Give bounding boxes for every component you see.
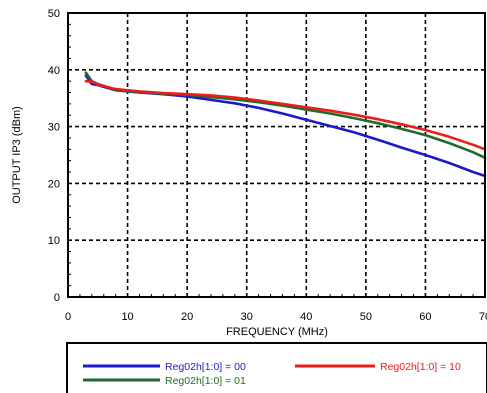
x-tick-label: 30 xyxy=(241,311,253,323)
x-axis-label: FREQUENCY (MHz) xyxy=(226,326,328,338)
x-tick-label: 10 xyxy=(121,311,133,323)
series-lines xyxy=(84,71,487,178)
legend-box xyxy=(66,342,487,393)
y-tick-label: 20 xyxy=(48,178,60,190)
legend: Reg02h[1:0] = 00 Reg02h[1:0] = 01 Reg02h[1… xyxy=(83,361,461,387)
y-tick-label: 50 xyxy=(48,8,60,20)
legend-label-1: Reg02h[1:0] = 01 xyxy=(165,375,246,387)
y-tick-label: 30 xyxy=(48,122,60,134)
y-tick-label: 10 xyxy=(48,235,60,247)
y-tick-label: 40 xyxy=(48,65,60,77)
legend-label-0: Reg02h[1:0] = 00 xyxy=(165,361,246,373)
y-tick-label: 0 xyxy=(54,292,60,304)
x-tick-label: 60 xyxy=(419,311,431,323)
plot-frame xyxy=(67,12,486,298)
axis-ticks: 0 10 20 30 40 50 60 70 0 10 20 30 40 50 xyxy=(48,8,487,323)
x-tick-label: 50 xyxy=(360,311,372,323)
x-tick-label: 20 xyxy=(181,311,193,323)
x-tick-label: 0 xyxy=(65,311,71,323)
x-tick-label: 40 xyxy=(300,311,312,323)
series-line-2 xyxy=(84,79,487,151)
y-axis-label: OUTPUT IP3 (dBm) xyxy=(11,106,23,204)
legend-label-2: Reg02h[1:0] = 10 xyxy=(380,361,461,373)
x-tick-label: 70 xyxy=(479,311,487,323)
